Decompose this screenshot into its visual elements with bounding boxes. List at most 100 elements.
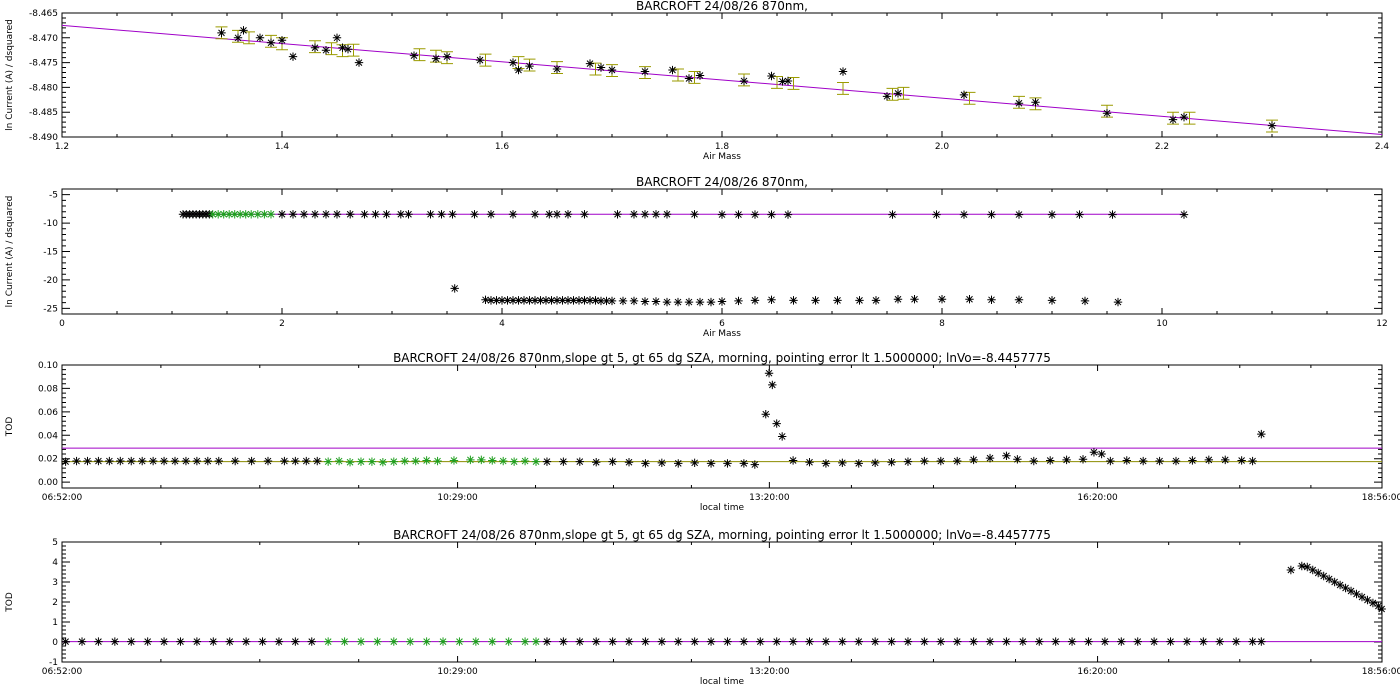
- data-point: [431, 54, 441, 63]
- data-point: [552, 64, 562, 74]
- error-bar: [243, 31, 255, 45]
- data-point: [192, 637, 202, 646]
- data-point: [1013, 455, 1022, 464]
- data-point: [723, 637, 732, 646]
- data-point: [953, 637, 962, 646]
- data-point: [838, 67, 848, 76]
- data-point: [1106, 456, 1115, 466]
- data-point: [470, 210, 479, 219]
- data-point: [1035, 637, 1044, 646]
- data-point: [805, 458, 814, 467]
- panel-2: BARCROFT 24/08/26 870nm, 0 2 4 6 8 10 12 -25 -20 -…: [5, 175, 1388, 339]
- data-point: [559, 637, 568, 646]
- data-point: [651, 297, 661, 306]
- data-point: [433, 456, 442, 466]
- data-point: [903, 457, 913, 466]
- data-point: [530, 296, 540, 305]
- data-point: [953, 456, 962, 466]
- data-point: [338, 43, 347, 52]
- data-point: [833, 296, 842, 305]
- data-point: [596, 63, 606, 72]
- data-point: [409, 51, 419, 60]
- data-point: [396, 210, 405, 219]
- error-bar: [963, 91, 976, 105]
- data-point: [1084, 637, 1093, 646]
- data-point: [734, 296, 743, 306]
- data-point: [887, 458, 896, 467]
- data-point: [1179, 210, 1189, 219]
- data-point: [684, 74, 694, 83]
- data-point: [580, 210, 589, 219]
- data-point: [920, 637, 929, 646]
- data-point: [641, 637, 650, 646]
- data-point: [1062, 455, 1071, 465]
- data-point: [585, 59, 595, 68]
- data-point: [764, 369, 774, 378]
- data-point: [575, 637, 584, 646]
- data-point: [640, 67, 650, 76]
- data-point: [116, 456, 125, 466]
- data-point: [668, 65, 677, 75]
- data-point: [608, 457, 617, 466]
- data-point: [486, 210, 496, 219]
- data-point: [772, 419, 781, 428]
- data-point: [1374, 601, 1383, 611]
- data-point: [903, 637, 913, 646]
- data-layer: [61, 24, 1383, 136]
- data-point: [1335, 580, 1345, 590]
- chart-title: BARCROFT 24/08/26 870nm,slope gt 5, gt 6…: [393, 528, 1051, 542]
- data-point: [690, 637, 699, 646]
- data-point: [105, 456, 114, 466]
- data-point: [1014, 99, 1024, 108]
- data-point: [310, 43, 320, 52]
- data-point: [1100, 637, 1110, 646]
- data-point: [247, 456, 256, 466]
- data-point: [1117, 637, 1126, 646]
- data-point: [323, 457, 333, 466]
- data-point: [61, 457, 70, 466]
- data-point: [1308, 565, 1317, 575]
- data-point: [354, 58, 364, 67]
- data-point: [260, 210, 269, 219]
- y-axis-label: ln Current (A) / dsquared: [5, 19, 15, 131]
- data-point: [263, 456, 273, 466]
- panel-3: BARCROFT 24/08/26 870nm,slope gt 5, gt 6…: [5, 351, 1400, 513]
- y-tick-label: 0.10: [38, 361, 58, 371]
- data-point: [674, 459, 683, 468]
- data-point: [574, 296, 584, 305]
- data-point: [1097, 449, 1106, 459]
- plot-frame: [61, 188, 1383, 315]
- y-tick-label: 4: [52, 558, 58, 568]
- data-point: [321, 46, 331, 55]
- data-point: [1031, 98, 1040, 107]
- data-layer: [61, 369, 1382, 469]
- data-point: [657, 637, 667, 646]
- data-point: [723, 459, 732, 468]
- data-point: [509, 457, 519, 466]
- data-point: [1377, 604, 1386, 614]
- data-point: [1204, 455, 1214, 465]
- data-point: [475, 55, 485, 65]
- y-tick-label: 5: [52, 538, 58, 548]
- data-point: [750, 210, 760, 219]
- data-point: [455, 637, 464, 646]
- data-point: [1179, 112, 1189, 122]
- x-axis-label: Air Mass: [703, 152, 741, 162]
- y-tick-label: -25: [43, 304, 58, 314]
- data-point: [1346, 586, 1356, 596]
- data-point: [508, 296, 518, 305]
- data-point: [789, 296, 798, 305]
- y-tick-label: -8.470: [29, 34, 58, 44]
- data-point: [838, 637, 847, 646]
- data-point: [811, 296, 820, 305]
- data-point: [1368, 598, 1378, 608]
- error-bar: [688, 71, 701, 84]
- data-point: [1089, 448, 1099, 457]
- data-point: [230, 456, 240, 466]
- x-tick-label: 10:29:00: [437, 667, 478, 677]
- data-point: [288, 210, 298, 219]
- data-point: [274, 637, 284, 646]
- y-tick-label: -20: [43, 276, 58, 286]
- data-point: [854, 637, 863, 646]
- data-point: [607, 65, 617, 75]
